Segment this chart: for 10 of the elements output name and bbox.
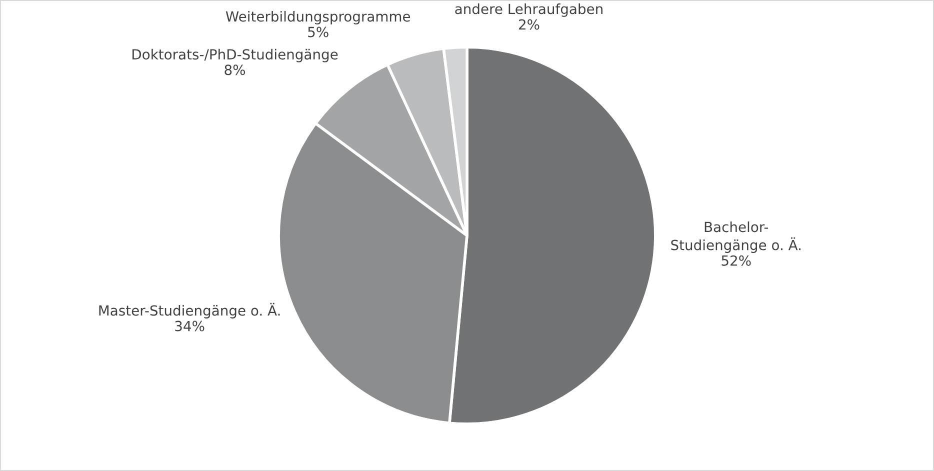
data-label: 8% <box>224 64 246 76</box>
data-label: 52% <box>722 255 751 266</box>
slice-label: Master-Studiengänge o. Ä. <box>99 302 280 318</box>
data-label: 34% <box>175 320 204 332</box>
slice-label: Doktorats-/PhD-Studiengänge <box>132 48 338 62</box>
slice-label: Bachelor- Studiengänge o. Ä. <box>671 221 800 253</box>
slice-label: andere Lehraufgaben <box>455 3 602 17</box>
data-label: 2% <box>518 19 540 30</box>
data-label: 5% <box>308 26 328 38</box>
slice-label: Weiterbildungsprogramme <box>226 10 410 24</box>
